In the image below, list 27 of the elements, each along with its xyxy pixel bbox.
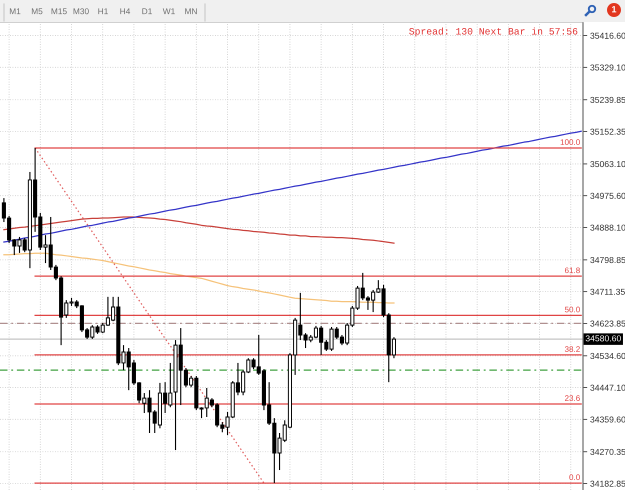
- y-tick-label: 34182.85: [590, 480, 625, 487]
- text: 1: [612, 6, 616, 12]
- text: M1: [10, 8, 20, 14]
- y-tick-label: 35152.35: [590, 128, 625, 135]
- text: D1: [142, 8, 152, 14]
- series-label: 50.0: [564, 306, 580, 312]
- line-series: [3, 216, 395, 244]
- series-label: 61.8: [564, 267, 580, 274]
- y-tick-label: 34623.85: [590, 320, 625, 327]
- y-tick-label: 35239.85: [590, 96, 625, 103]
- y-tick-label: 34798.85: [590, 256, 625, 264]
- series-label: 100.0: [560, 139, 580, 146]
- y-tick-label: 34711.35: [590, 288, 625, 295]
- series-label: 38.2: [564, 346, 580, 352]
- text: W1: [162, 8, 175, 14]
- text: M30: [74, 8, 89, 14]
- text: H1: [98, 8, 108, 14]
- series-label: 23.6: [564, 395, 580, 401]
- line-series: [34, 147, 265, 484]
- annotation: Spread: 130 Next Bar in 57:56: [409, 27, 578, 37]
- y-tick-label: 34270.35: [590, 448, 625, 455]
- text: MN: [185, 8, 197, 14]
- text: M15: [52, 8, 67, 14]
- ref-line-label: 34580.60: [586, 335, 621, 342]
- text: H4: [120, 8, 130, 14]
- series-label: 0.0: [569, 474, 580, 480]
- text: M5: [32, 8, 42, 14]
